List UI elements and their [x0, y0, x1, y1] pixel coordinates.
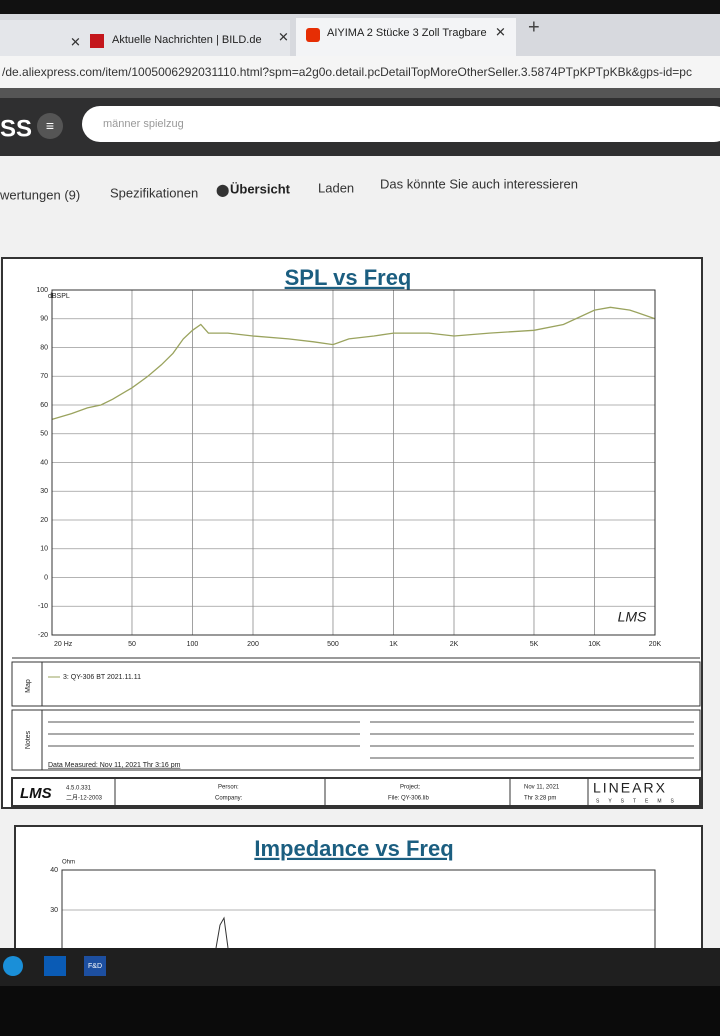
outlook-icon[interactable]: [44, 956, 66, 976]
tab-title[interactable]: Aktuelle Nachrichten | BILD.de: [112, 34, 262, 46]
spl-panel: [1, 257, 703, 809]
y-tick-label: 30: [40, 488, 48, 495]
footer: [11, 777, 701, 807]
x-tick-label: 1K: [389, 641, 398, 648]
search-placeholder[interactable]: männer spielzug: [103, 118, 184, 130]
chart-title: Impedance vs Freq: [254, 836, 453, 861]
search-box[interactable]: [82, 106, 720, 142]
map-label: Map: [25, 679, 32, 693]
y-tick-label: 100: [36, 287, 48, 294]
y-tick-label: 90: [40, 316, 48, 323]
divider: [0, 88, 720, 98]
x-tick-label: 5K: [530, 641, 539, 648]
x-tick-label: 100: [187, 641, 199, 648]
y-tick-label: 30: [50, 907, 58, 914]
tab-close[interactable]: ✕: [495, 24, 506, 39]
data-measured: Data Measured: Nov 11, 2021 Thr 3:16 pm: [48, 762, 181, 769]
nav-item[interactable]: Laden: [318, 180, 354, 195]
url[interactable]: /de.aliexpress.com/item/1005006292031110…: [2, 65, 692, 79]
y-tick-label: 50: [40, 431, 48, 438]
series-line: [51, 306, 656, 421]
x-tick-label: 10K: [588, 641, 601, 648]
address-bar[interactable]: [0, 56, 720, 88]
time: Thr 3:28 pm: [524, 796, 556, 802]
legend-box: [11, 661, 701, 707]
menu-icon: ≡: [46, 118, 54, 134]
tab-close[interactable]: ✕: [278, 29, 289, 44]
date-code: 二月-12-2003: [66, 795, 103, 802]
tab-close[interactable]: ✕: [70, 34, 81, 49]
file: File: QY-306.lib: [388, 796, 429, 802]
impedance-panel: [14, 825, 703, 967]
y-unit: Ohm: [62, 860, 75, 866]
watermark: LMS: [618, 609, 647, 625]
date: Nov 11, 2021: [524, 785, 560, 791]
tab-title[interactable]: AIYIMA 2 Stücke 3 Zoll Tragbare: [327, 27, 487, 39]
company: Company:: [215, 796, 243, 802]
notes-box: [11, 709, 701, 771]
y-tick-label: -10: [38, 603, 48, 610]
nav-item-active[interactable]: Übersicht: [230, 181, 291, 196]
logo[interactable]: SS: [0, 115, 32, 142]
y-tick-label: 40: [40, 459, 48, 466]
app-icon[interactable]: [84, 956, 106, 976]
bezel-top: [0, 0, 720, 18]
x-tick-label: 500: [327, 641, 339, 648]
notes-label: Notes: [25, 730, 32, 749]
nav-item[interactable]: wertungen (9): [0, 187, 80, 202]
y-tick-label: -20: [38, 632, 48, 639]
person: Person:: [218, 785, 239, 791]
project: Project:: [400, 785, 421, 791]
chart-title: SPL vs Freq: [285, 265, 412, 290]
brand-sub: SYSTEMS: [596, 798, 683, 804]
app-label[interactable]: F&D: [88, 963, 102, 970]
bezel-bottom: [0, 986, 720, 1036]
note-lines: [48, 721, 694, 759]
x-tick-label: 20 Hz: [54, 641, 73, 648]
tab-active[interactable]: [296, 18, 516, 56]
tab[interactable]: [0, 20, 290, 56]
y-tick-label: 20: [40, 517, 48, 524]
brand: LINEARX: [593, 780, 667, 796]
x-tick-label: 50: [128, 641, 136, 648]
x-tick-label: 2K: [450, 641, 459, 648]
tab-icon: [90, 34, 104, 48]
y-unit: dBSPL: [48, 293, 70, 300]
x-tick-label: 200: [247, 641, 259, 648]
nav-item[interactable]: Spezifikationen: [110, 185, 198, 200]
tab-icon: [306, 28, 320, 42]
nav-pin: ⬤: [216, 183, 229, 197]
footer-logo: LMS: [20, 785, 52, 802]
footer-dividers: [114, 778, 589, 806]
plot-frame: [51, 289, 656, 636]
y-tick-label: 80: [40, 344, 48, 351]
edge-icon[interactable]: [3, 956, 23, 976]
menu-button[interactable]: [37, 113, 63, 139]
nav-item[interactable]: Das könnte Sie auch interessieren: [380, 176, 578, 191]
taskbar: [0, 948, 720, 986]
impedance-peak: [215, 916, 229, 949]
y-tick-label: 0: [44, 574, 48, 581]
y-tick-label: 60: [40, 402, 48, 409]
y-tick-label: 10: [40, 546, 48, 553]
y-tick-label: 70: [40, 373, 48, 380]
legend-entry: 3: QY-306 BT 2021.11.11: [63, 674, 141, 681]
version: 4.5.0.331: [66, 786, 92, 792]
y-tick-label: 40: [50, 867, 58, 874]
new-tab[interactable]: +: [528, 16, 540, 38]
x-tick-label: 20K: [649, 641, 662, 648]
